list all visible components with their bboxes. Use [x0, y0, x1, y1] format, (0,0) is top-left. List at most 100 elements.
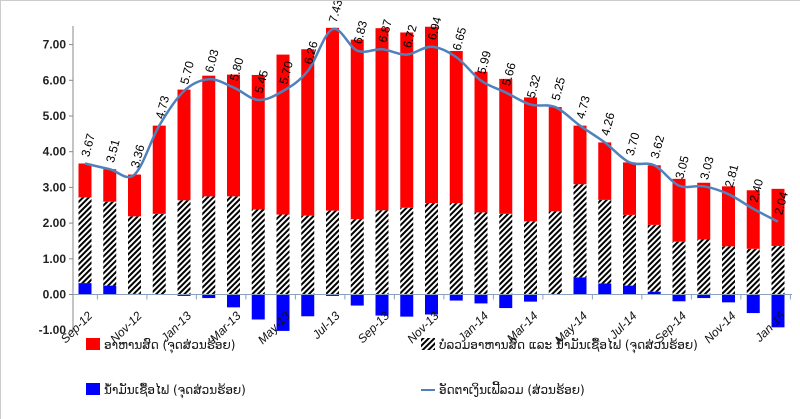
data-label: 2.40 — [747, 177, 767, 203]
bar-food — [697, 182, 711, 240]
bar-core — [573, 184, 587, 278]
bar-core — [400, 207, 414, 295]
bar-food — [746, 190, 760, 249]
y-tick-label: -1.00 — [39, 323, 67, 337]
bar-core — [78, 197, 92, 284]
y-tick-label: 7.00 — [43, 38, 67, 52]
data-label: 4.73 — [153, 94, 173, 120]
bar-food — [227, 74, 240, 197]
headline-inflation-line — [84, 27, 779, 223]
bar-core — [672, 241, 686, 295]
data-label: 7.43 — [326, 1, 346, 24]
data-label: 6.94 — [425, 15, 445, 41]
bar-fuel — [301, 294, 315, 317]
bar-food — [499, 78, 513, 214]
x-tick-label: Sep-13 — [355, 308, 392, 345]
bar-food — [350, 39, 364, 220]
bar-core — [202, 196, 216, 295]
bar-core — [647, 224, 661, 292]
data-label: 6.83 — [351, 19, 371, 45]
bar-fuel — [326, 294, 339, 296]
bar-core — [103, 201, 117, 286]
data-label: 6.03 — [202, 48, 222, 74]
data-label: 4.73 — [573, 94, 593, 120]
bar-food — [771, 188, 785, 246]
bar-food — [449, 51, 463, 204]
data-label: 6.72 — [400, 23, 420, 49]
data-label: 3.67 — [78, 132, 98, 158]
bar-fuel — [499, 294, 513, 309]
bar-core — [251, 209, 265, 295]
x-tick-label: Nov-14 — [701, 308, 738, 345]
bar-fuel — [350, 294, 364, 306]
bar-core — [301, 215, 315, 295]
bar-fuel — [425, 294, 438, 315]
bar-food — [573, 125, 587, 185]
bar-food — [672, 178, 686, 242]
data-label: 5.45 — [252, 68, 272, 94]
bar-fuel — [598, 283, 612, 295]
bar-core — [548, 211, 562, 295]
bar-fuel — [746, 294, 760, 314]
bar-fuel — [103, 285, 117, 295]
data-label: 6.87 — [375, 18, 395, 44]
bar-core — [375, 210, 389, 295]
bar-fuel — [672, 294, 686, 302]
data-label: 5.80 — [227, 56, 247, 82]
bar-core — [152, 213, 166, 295]
bar-food — [548, 107, 562, 212]
bar-food — [103, 169, 117, 202]
data-label: 4.26 — [598, 111, 618, 137]
data-label: 2.04 — [771, 190, 791, 216]
bar-food — [152, 125, 166, 214]
bar-fuel — [202, 294, 216, 299]
y-tick-label: 0.00 — [43, 288, 67, 302]
bar-fuel — [623, 285, 636, 295]
bar-fuel — [251, 294, 265, 320]
bar-core — [449, 203, 463, 295]
legend-swatch — [86, 383, 100, 395]
bar-food — [524, 97, 537, 222]
bar-food — [177, 89, 191, 201]
legend-swatch — [421, 338, 435, 350]
bar-core — [598, 199, 612, 284]
y-tick-label: 1.00 — [43, 252, 67, 266]
bar-core — [425, 203, 438, 295]
bar-food — [202, 75, 216, 197]
data-label: 5.70 — [276, 59, 296, 85]
bar-food — [251, 74, 265, 210]
bar-core — [326, 210, 339, 295]
y-tick-label: 3.00 — [43, 180, 67, 194]
bar-food — [400, 32, 414, 208]
data-label: 3.05 — [672, 154, 692, 180]
bar-fuel — [573, 277, 587, 295]
bar-food — [598, 142, 612, 200]
bar-core — [276, 214, 290, 295]
data-label: 3.03 — [697, 155, 717, 181]
legend-label: ບໍ່ລວມອາຫານສົດ ແລະ ນ້ຳມັນເຊື້ອໄຟ (ຈຸດສ່ວ… — [439, 337, 698, 354]
bar-fuel — [177, 294, 191, 296]
bar-core — [128, 216, 141, 294]
data-label: 3.62 — [648, 134, 668, 160]
y-tick-label: 6.00 — [43, 73, 67, 87]
bar-fuel — [276, 294, 290, 331]
data-label: 5.32 — [524, 73, 544, 99]
bar-core — [623, 214, 636, 286]
bar-fuel — [400, 294, 414, 317]
bar-food — [375, 28, 389, 211]
bar-core — [474, 212, 488, 295]
bar-fuel — [78, 283, 92, 295]
bar-food — [474, 71, 488, 213]
data-label: 3.51 — [103, 137, 123, 163]
bar-food — [326, 27, 339, 211]
legend-label: ອັດຕາເງິນເຟີ້ລວມ (ສ່ວນຮ້ອຍ) — [439, 380, 585, 397]
bar-fuel — [474, 294, 488, 304]
bar-core — [177, 200, 191, 295]
legend-swatch — [86, 338, 100, 350]
bar-fuel — [449, 294, 463, 301]
y-tick-label: 2.00 — [43, 216, 67, 230]
y-tick-label: 5.00 — [43, 109, 67, 123]
bar-core — [722, 246, 735, 295]
bar-fuel — [722, 294, 735, 303]
